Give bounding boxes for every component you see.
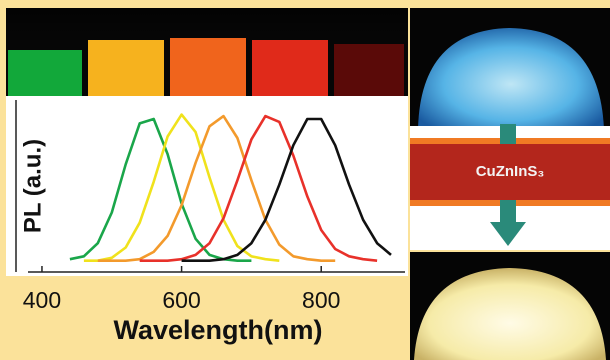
x-tick-label: 800	[302, 287, 340, 313]
x-tick-label: 600	[162, 287, 200, 313]
x-tick-label: 400	[23, 287, 61, 313]
x-axis-label: Wavelength(nm)	[114, 315, 323, 345]
figure: CuZnInS₃ Wavelength(nm) PL (a.u.) 400 600…	[0, 0, 610, 360]
y-axis-label: PL (a.u.)	[19, 139, 46, 233]
device-diagram	[410, 8, 610, 360]
vial-photo	[6, 8, 408, 98]
plot-background	[6, 96, 408, 276]
annotation: CuZnInS₃	[476, 163, 545, 180]
